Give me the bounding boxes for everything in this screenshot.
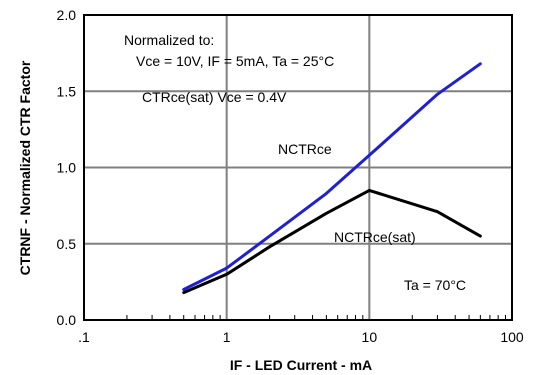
y-axis-label: CTRNF - Normalized CTR Factor — [17, 60, 33, 275]
annotation-conditions: Vce = 10V, IF = 5mA, Ta = 25°C — [136, 53, 334, 69]
y-tick-label: 2.0 — [57, 7, 77, 23]
x-tick-label: 1 — [223, 329, 231, 345]
series-label-nctrce-sat: NCTRce(sat) — [334, 229, 416, 245]
x-axis-label: IF - LED Current - mA — [230, 357, 372, 373]
series-layer — [182, 62, 482, 295]
annotation-ta: Ta = 70°C — [404, 277, 466, 293]
series-label-nctrce: NCTRce — [278, 141, 332, 157]
y-tick-label: 1.5 — [57, 83, 77, 99]
series-line-nctrce-sat — [182, 188, 482, 295]
y-tick-label: 0.5 — [57, 236, 77, 252]
x-tick-label: 10 — [362, 329, 378, 345]
tick-labels: 0.0 0.5 1.0 1.5 2.0 .1 1 10 100 — [57, 7, 524, 345]
annotation-normalized-to: Normalized to: — [124, 32, 214, 48]
series-line-nctrce — [182, 62, 482, 291]
x-tick-label: .1 — [78, 329, 90, 345]
y-tick-label: 0.0 — [57, 312, 77, 328]
annotation-sat-condition: CTRce(sat) Vce = 0.4V — [142, 89, 287, 105]
x-tick-label: 100 — [500, 329, 524, 345]
y-tick-label: 1.0 — [57, 160, 77, 176]
plot-frame — [83, 14, 513, 321]
